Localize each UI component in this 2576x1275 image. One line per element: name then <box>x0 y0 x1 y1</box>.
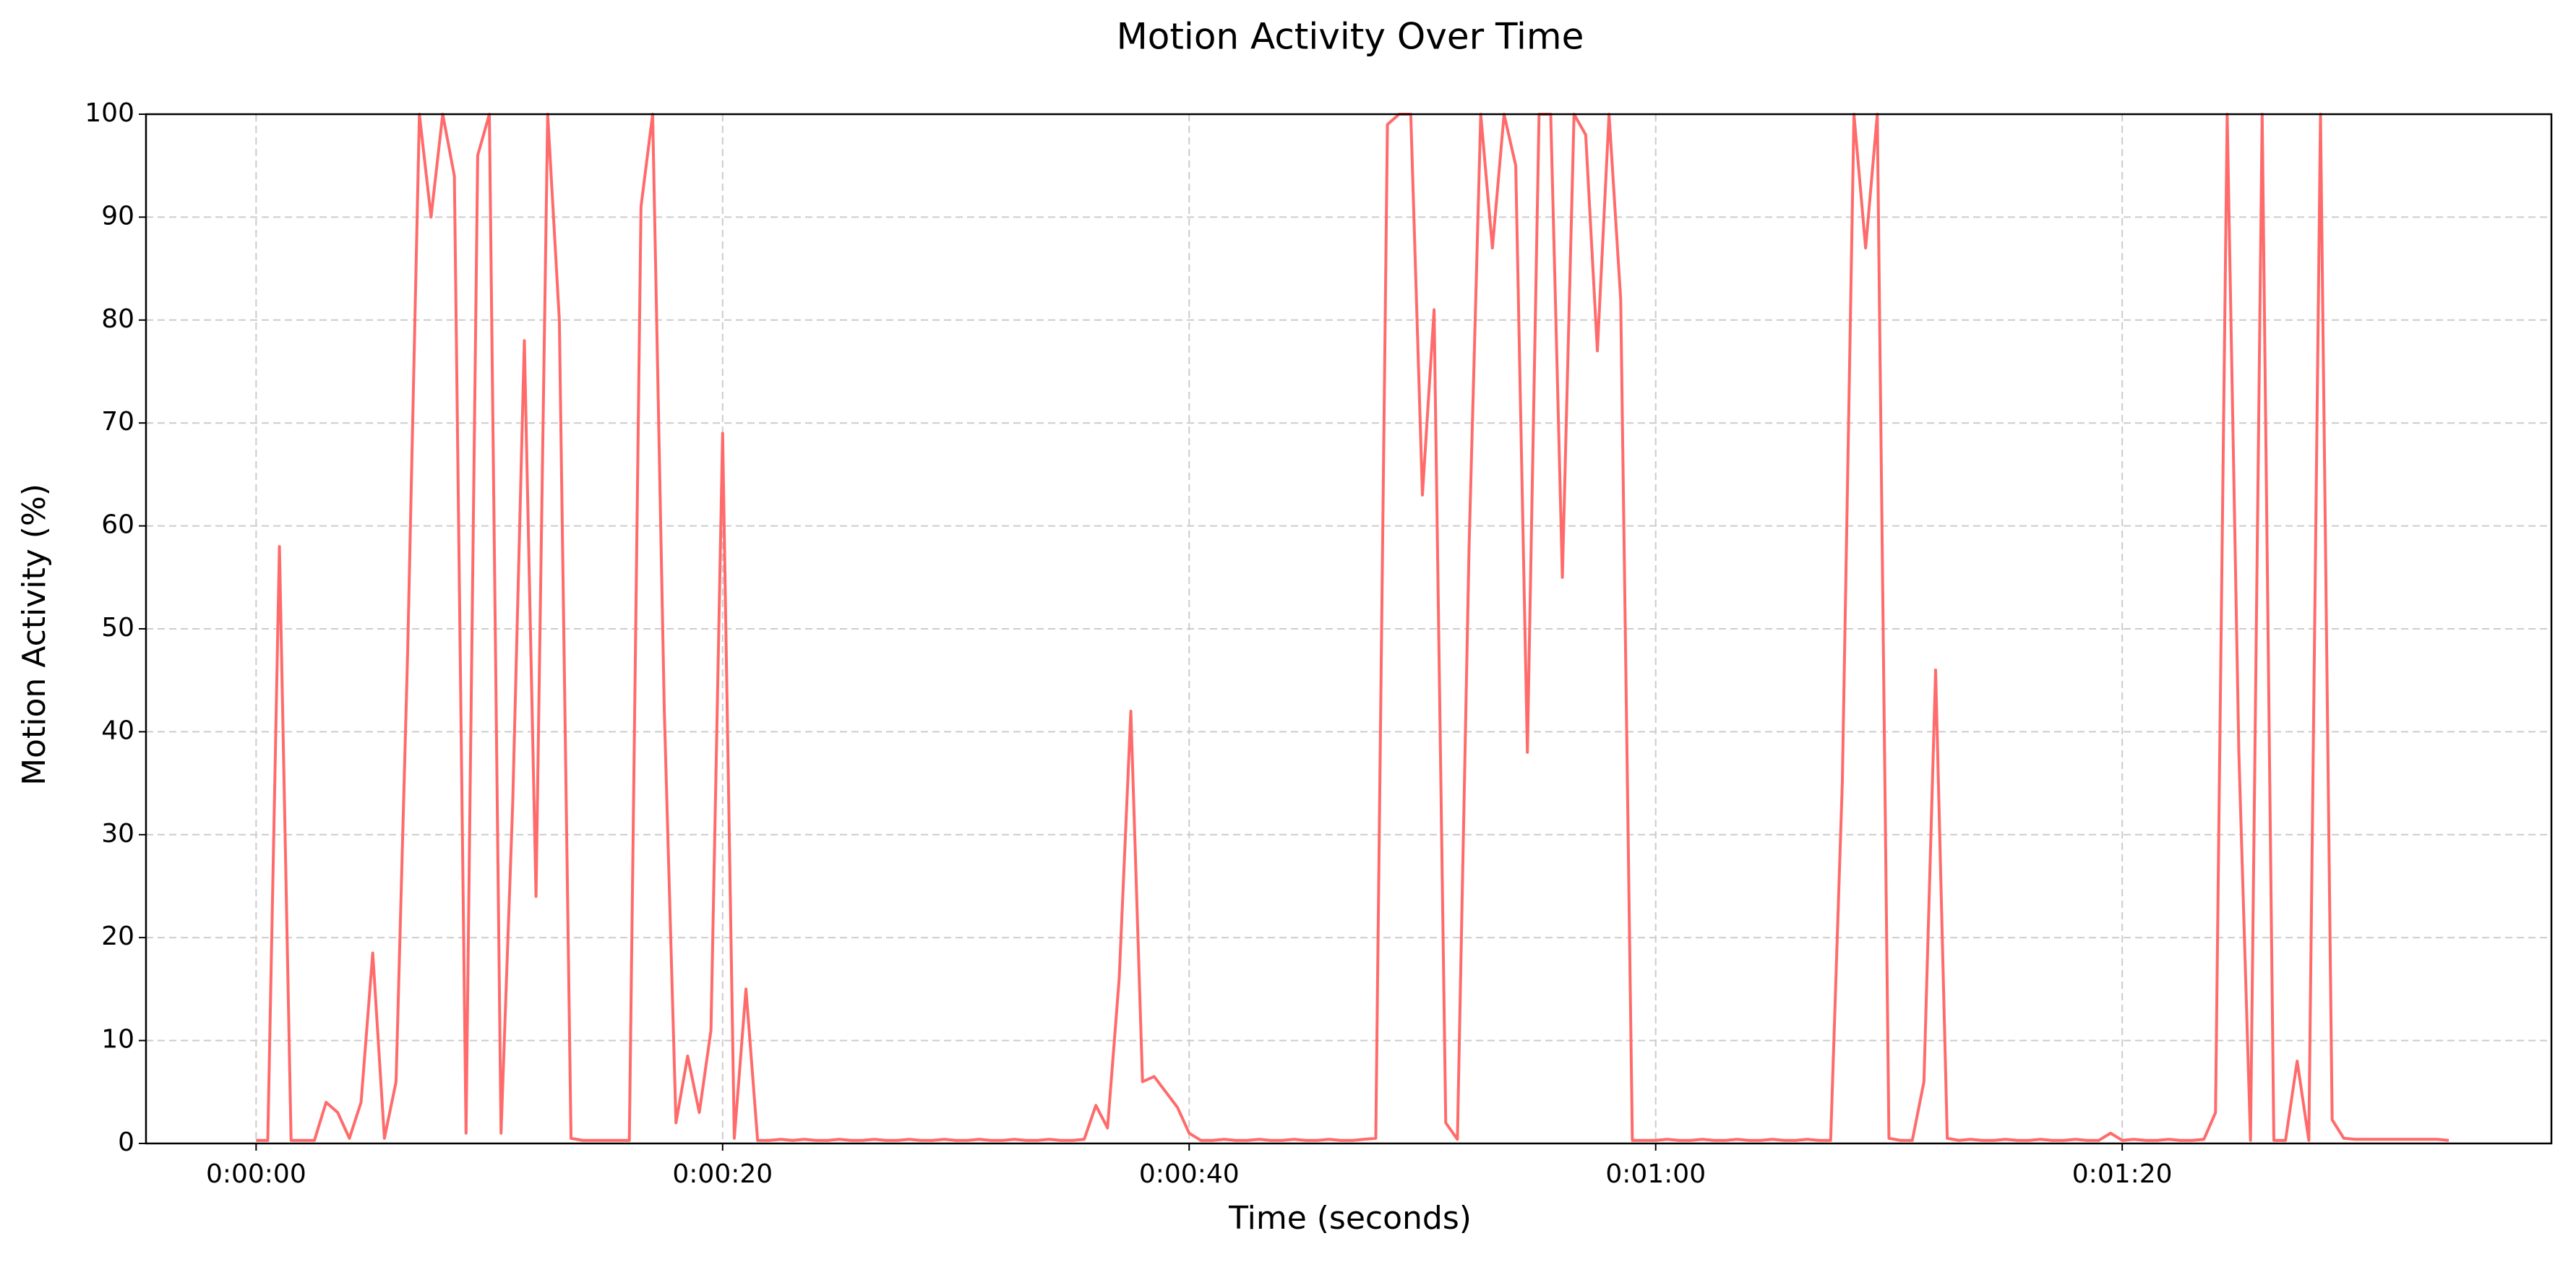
y-tick-label: 50 <box>101 613 134 643</box>
chart-title: Motion Activity Over Time <box>1117 16 1584 58</box>
plot-frame <box>145 113 2553 1145</box>
y-tick-label: 0 <box>118 1128 134 1157</box>
y-tick-label: 60 <box>101 510 134 540</box>
x-tick-label: 0:00:40 <box>1139 1159 1240 1189</box>
data-line <box>256 113 2450 1142</box>
y-tick-label: 10 <box>101 1025 134 1055</box>
x-axis-label: Time (seconds) <box>1228 1200 1472 1237</box>
x-tick-label: 0:01:20 <box>2072 1159 2173 1189</box>
y-tick-label: 100 <box>85 98 134 128</box>
y-tick-label: 90 <box>101 201 134 231</box>
y-tick-label: 70 <box>101 407 134 437</box>
y-tick-label: 40 <box>101 716 134 745</box>
y-axis-label: Motion Activity (%) <box>16 484 53 786</box>
y-tick-label: 20 <box>101 922 134 951</box>
x-tick-label: 0:00:20 <box>672 1159 773 1189</box>
y-tick-label: 30 <box>101 819 134 849</box>
y-tick-label: 80 <box>101 304 134 334</box>
x-tick-label: 0:00:00 <box>206 1159 306 1189</box>
x-tick-label: 0:01:00 <box>1605 1159 1706 1189</box>
